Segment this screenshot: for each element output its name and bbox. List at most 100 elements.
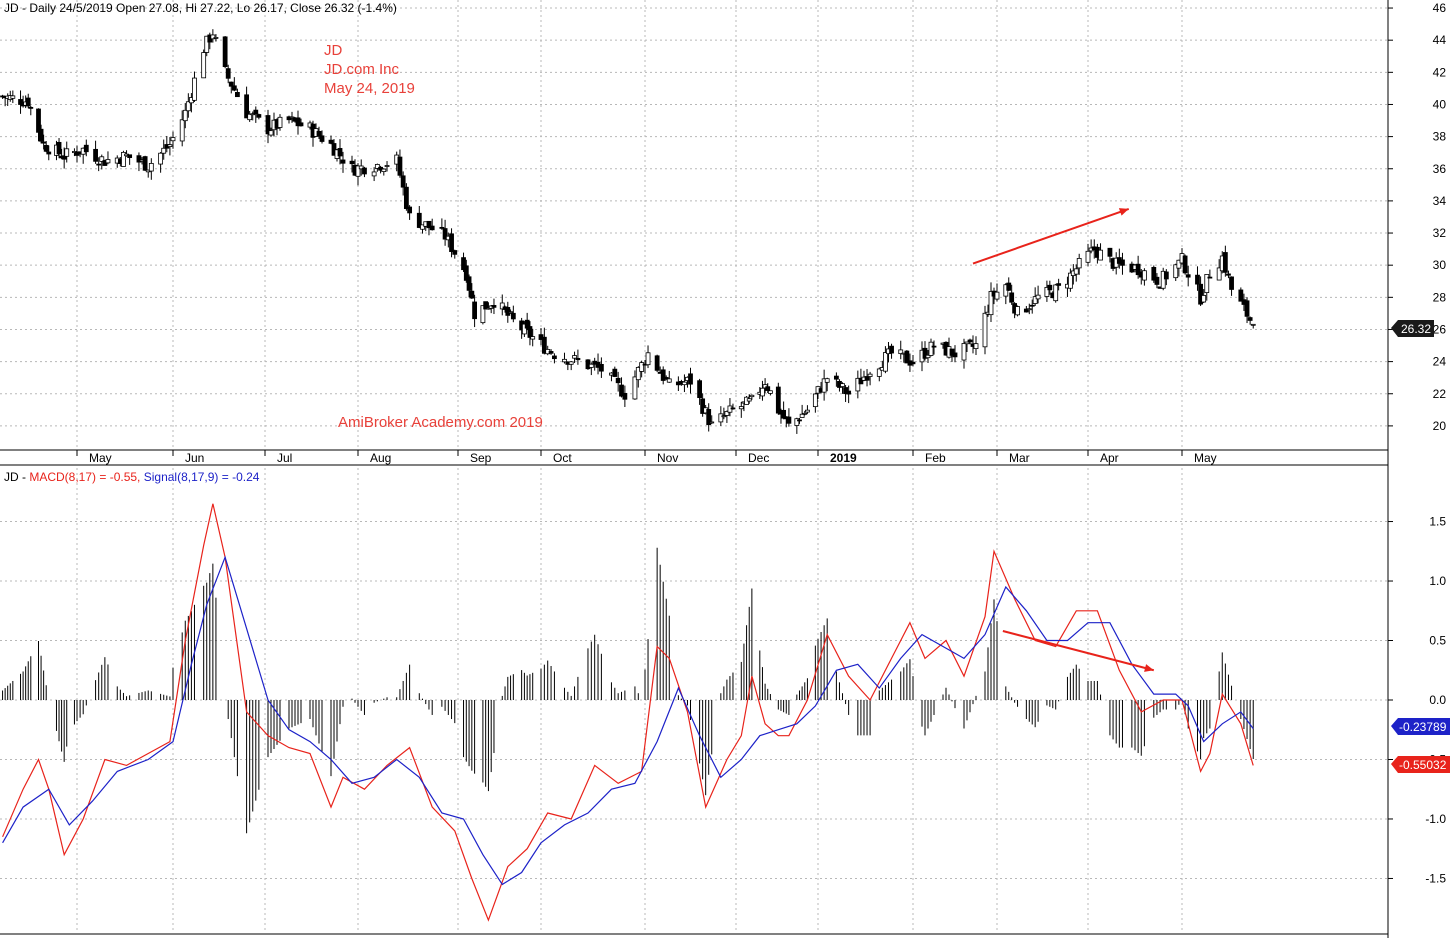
candle-body xyxy=(632,376,638,400)
price-tick-label: 34 xyxy=(1433,194,1447,208)
candle xyxy=(265,109,271,144)
x-tick-label-jun: Jun xyxy=(185,451,204,465)
candle xyxy=(1163,269,1169,286)
candle-body xyxy=(1098,249,1103,261)
candle xyxy=(483,301,489,310)
macd-divergence-arrow-head xyxy=(1144,664,1154,672)
candle xyxy=(250,111,256,121)
macd-value-badge: -0.55032 xyxy=(1391,756,1450,773)
candle xyxy=(416,205,422,229)
candle xyxy=(472,294,478,328)
candle-body xyxy=(225,68,231,79)
candle-body xyxy=(400,175,406,188)
price-tick-label: 38 xyxy=(1433,130,1447,144)
candle-body xyxy=(622,392,628,400)
candle xyxy=(548,349,554,355)
macd-divergence-arrow-shaft xyxy=(1002,630,1155,672)
candle xyxy=(1085,243,1091,267)
candle-body xyxy=(170,137,176,142)
candle xyxy=(575,349,581,365)
candle-body xyxy=(697,380,702,399)
candle xyxy=(64,141,70,163)
candle-body xyxy=(812,393,818,408)
candle-body xyxy=(663,377,669,380)
candle-body xyxy=(799,413,805,418)
x-tick-label-dec: Dec xyxy=(748,451,769,465)
candle-body xyxy=(786,416,792,424)
candle xyxy=(622,385,628,407)
candle-body xyxy=(840,383,845,387)
candle xyxy=(1182,254,1188,275)
candle-body xyxy=(639,362,645,372)
candle xyxy=(858,368,864,385)
candle xyxy=(760,380,765,401)
candle-body xyxy=(1216,267,1222,281)
candle xyxy=(1176,259,1182,277)
last-price-badge: 26.32 xyxy=(1391,320,1434,337)
candle xyxy=(588,362,594,376)
candle-body xyxy=(925,354,931,359)
candle-body xyxy=(619,384,624,397)
candle xyxy=(522,321,527,337)
candle xyxy=(663,375,669,381)
price-tick-label: 20 xyxy=(1433,419,1447,433)
candle xyxy=(1185,265,1191,287)
candle-body xyxy=(612,368,618,377)
candle-body xyxy=(403,186,409,209)
candle-body xyxy=(700,398,706,414)
macd-tick-label: 1.5 xyxy=(1429,515,1446,529)
candle xyxy=(231,77,237,92)
candle-body xyxy=(142,156,148,171)
candle-body xyxy=(794,418,800,426)
candle xyxy=(466,274,472,298)
candle xyxy=(1201,289,1207,304)
candle-body xyxy=(588,363,594,368)
candle xyxy=(730,403,736,410)
candle-body xyxy=(541,336,547,354)
candle-body xyxy=(416,212,422,228)
candle xyxy=(527,321,533,346)
candle xyxy=(682,374,687,393)
candle xyxy=(420,224,425,234)
candle-body xyxy=(709,421,715,424)
candle xyxy=(964,341,970,352)
candle-body xyxy=(762,384,768,389)
signal-value-label: -0.23789 xyxy=(1399,720,1447,734)
candle-body xyxy=(922,347,928,359)
candle-body xyxy=(499,302,505,310)
candle-body xyxy=(185,101,191,112)
candle xyxy=(572,351,577,363)
candle-body xyxy=(635,367,641,381)
candle xyxy=(61,147,67,169)
candle xyxy=(289,111,295,123)
candle-body xyxy=(247,113,253,121)
candle-body xyxy=(1195,274,1200,285)
candle xyxy=(724,410,730,423)
candle-body xyxy=(452,250,458,255)
candle xyxy=(697,378,702,405)
candle xyxy=(105,151,111,165)
candle xyxy=(1044,280,1050,302)
candle xyxy=(452,249,458,259)
candle xyxy=(746,394,752,404)
candle xyxy=(635,366,641,388)
candle xyxy=(161,139,167,160)
candle-body xyxy=(802,412,808,415)
candle-body xyxy=(765,386,771,391)
candle-body xyxy=(371,171,377,177)
candle xyxy=(568,361,574,371)
candle xyxy=(508,309,513,314)
candle-body xyxy=(1006,282,1012,291)
candle-body xyxy=(1135,263,1141,276)
candle-body xyxy=(1029,304,1035,307)
candle xyxy=(775,382,781,415)
candle xyxy=(883,346,888,374)
candle-body xyxy=(805,409,810,413)
candle-body xyxy=(833,375,839,380)
candle-body xyxy=(552,355,557,360)
candle-body xyxy=(1026,308,1032,311)
candle-body xyxy=(96,163,102,166)
candle-body xyxy=(253,109,259,115)
candle xyxy=(136,152,142,172)
